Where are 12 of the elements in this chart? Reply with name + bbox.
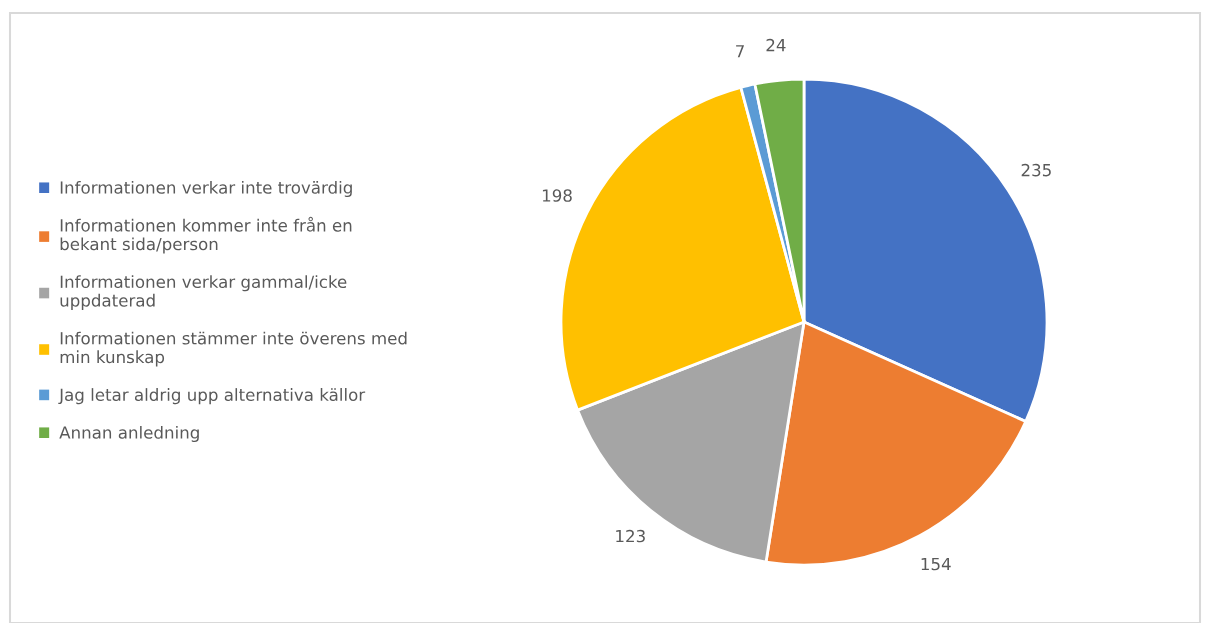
data-label: 154	[921, 557, 951, 571]
data-label: 24	[766, 38, 786, 52]
legend-label: Jag letar aldrig upp alternativa källor	[58, 388, 366, 405]
data-label: 7	[736, 45, 744, 58]
legend-label: Informationen verkar gammal/icke uppdaterad	[60, 275, 347, 310]
legend-label: Informationen verkar inte trovärdig	[60, 180, 352, 198]
data-label: 198	[542, 189, 572, 202]
data-label: 123	[616, 529, 645, 543]
legend-label: Informationen stämmer inte överens med min kunskap	[60, 331, 407, 367]
data-label: 235	[1021, 163, 1051, 177]
legend-label: Informationen kommer inte från en bekant sida/person	[60, 216, 352, 254]
legend-label: Annan anledning	[59, 425, 199, 443]
